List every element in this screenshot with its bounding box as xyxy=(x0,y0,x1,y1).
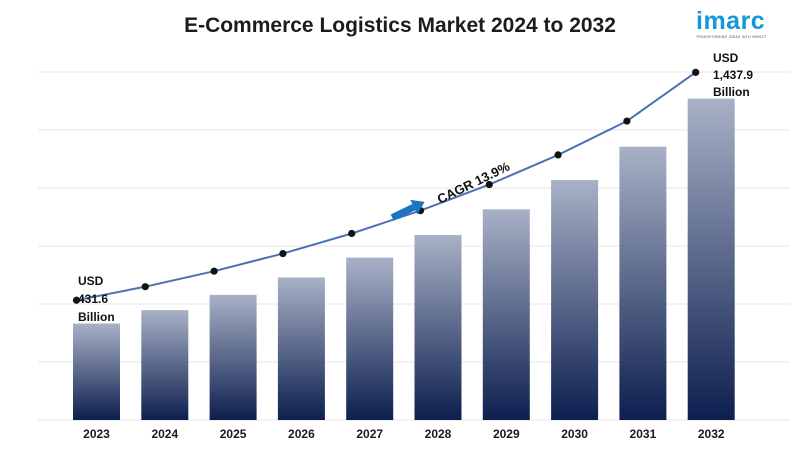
trend-line xyxy=(72,68,700,304)
bar-2028 xyxy=(414,235,462,420)
trend-point-2031 xyxy=(623,117,631,125)
logo-tagline: TRANSFORMING IDEAS INTO IMPACT xyxy=(696,35,767,39)
x-tick-2023: 2023 xyxy=(83,427,110,441)
end-annotation-line-2: Billion xyxy=(713,85,750,99)
x-tick-2032: 2032 xyxy=(698,427,725,441)
trend-point-2026 xyxy=(279,249,287,258)
bar-2025 xyxy=(209,294,257,420)
imarc-logo: imarc TRANSFORMING IDEAS INTO IMPACT xyxy=(696,8,794,48)
trend-point-2032 xyxy=(692,68,700,76)
cagr-label: CAGR 13.9% xyxy=(435,158,513,206)
chart-title: E-Commerce Logistics Market 2024 to 2032 xyxy=(184,14,616,37)
x-tick-2025: 2025 xyxy=(220,427,247,441)
trend-polyline xyxy=(76,71,697,302)
trend-point-2030 xyxy=(554,151,562,159)
trend-point-2023 xyxy=(72,296,81,304)
bar-2023 xyxy=(73,323,120,420)
x-tick-2028: 2028 xyxy=(425,427,452,441)
bar-2024 xyxy=(141,310,189,420)
trend-point-2029 xyxy=(485,180,493,189)
bar-2029 xyxy=(482,209,530,420)
x-tick-2029: 2029 xyxy=(493,427,520,441)
start-annotation-line-0: USD xyxy=(78,274,104,288)
bars xyxy=(73,98,735,420)
start-annotation-line-2: Billion xyxy=(78,310,115,324)
cagr-arrow-shaft xyxy=(390,203,416,221)
cagr-arrow-head xyxy=(410,199,425,215)
x-tick-2024: 2024 xyxy=(151,427,178,441)
trend-point-2025 xyxy=(210,267,218,275)
trend-point-2027 xyxy=(348,229,356,238)
bar-2027 xyxy=(346,257,394,420)
x-tick-2026: 2026 xyxy=(288,427,315,441)
x-tick-labels: 2023 2024 2025 2026 2027 2028 2029 2030 2031 2032 xyxy=(83,427,725,441)
bar-2031 xyxy=(619,146,667,420)
end-annotation-line-1: 1,437.9 xyxy=(713,68,753,82)
x-tick-2031: 2031 xyxy=(630,427,657,441)
bar-2026 xyxy=(277,277,325,420)
x-tick-2027: 2027 xyxy=(356,427,383,441)
bar-2032 xyxy=(687,98,735,420)
trend-point-2024 xyxy=(141,283,149,291)
x-tick-2030: 2030 xyxy=(561,427,588,441)
logo-text: imarc xyxy=(696,7,766,35)
bar-2030 xyxy=(551,180,599,420)
start-annotation-line-1: 431.6 xyxy=(78,292,108,306)
cagr-arrow xyxy=(390,199,425,221)
end-annotation-line-0: USD xyxy=(713,51,739,65)
